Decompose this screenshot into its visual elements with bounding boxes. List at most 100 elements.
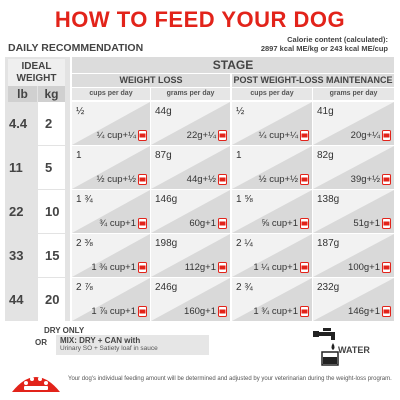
dry-amount: ½: [76, 106, 85, 117]
weight-kg: 5: [45, 160, 53, 175]
dry-only-label: DRY ONLY: [44, 326, 85, 335]
table-row: 11 5 1 ½ cup+½ 87g 44g+½ 1 ½ cup+½ 82g 39g+½: [5, 146, 395, 189]
cell-diagonal: [313, 102, 394, 145]
mix-amount-text: 1 ⅞ cup+1: [91, 306, 136, 317]
mix-title: MIX: DRY + CAN with: [60, 336, 141, 345]
pm-grams-header: grams per day: [313, 88, 394, 100]
can-icon: [218, 306, 227, 317]
mix-amount-text: ½ cup+½: [258, 174, 298, 185]
weight-lb: 4.4: [9, 116, 28, 131]
dry-amount: 146g: [155, 194, 178, 205]
pm-grams-cell: 41g 20g+¼: [313, 102, 394, 145]
wl-grams-cell: 146g 60g+1: [151, 190, 230, 233]
weight-kg: 2: [45, 116, 53, 131]
mix-amount-text: ⅝ cup+1: [261, 218, 298, 229]
mix-amount: 60g+1: [189, 218, 227, 229]
can-icon: [218, 218, 227, 229]
kg-cell: [38, 278, 65, 321]
wl-cups-header: cups per day: [72, 88, 150, 100]
dry-amount: 87g: [155, 150, 172, 161]
weight-lb: 44: [9, 292, 24, 307]
table-row: 4.4 2 ½ ¼ cup+¼ 44g 22g+¼ ½ ¼ cup+¼ 41g 20g+¼: [5, 102, 395, 145]
dry-amount: 198g: [155, 238, 178, 249]
wl-grams-cell: 44g 22g+¼: [151, 102, 230, 145]
weight-lb: 11: [9, 160, 23, 175]
mix-amount-text: 22g+¼: [186, 130, 216, 141]
can-icon: [382, 174, 391, 185]
kg-cell: [38, 146, 65, 189]
mix-amount-text: 1 ¼ cup+1: [253, 262, 298, 273]
cell-diagonal: [72, 234, 150, 277]
mix-amount: 1 ⅜ cup+1: [91, 262, 147, 273]
mix-amount: 1 ¾ cup+1: [253, 306, 309, 317]
page-title: HOW TO FEED YOUR DOG: [54, 7, 346, 32]
mix-amount-text: 146g+1: [348, 306, 380, 317]
pm-grams-cell: 232g 146g+1: [313, 278, 394, 321]
mix-amount-text: 1 ¾ cup+1: [253, 306, 298, 317]
mix-amount-text: ¼ cup+¼: [258, 130, 298, 141]
mix-amount: 146g+1: [348, 306, 391, 317]
cell-diagonal: [232, 146, 312, 189]
dry-amount: 246g: [155, 282, 178, 293]
mix-amount-text: ¼ cup+¼: [96, 130, 136, 141]
mix-amount: 20g+¼: [351, 130, 391, 141]
stage-header: STAGE: [72, 57, 394, 73]
lb-cell: [8, 102, 37, 145]
lb-cell: [8, 278, 37, 321]
dry-amount: 232g: [317, 282, 340, 293]
mix-amount-text: 39g+½: [350, 174, 380, 185]
can-icon: [300, 262, 309, 273]
table-row: 33 15 2 ⅜ 1 ⅜ cup+1 198g 112g+1 2 ¼ 1 ¼ cup+1 18…: [5, 234, 395, 277]
cell-diagonal: [72, 102, 150, 145]
daily-recommendation-label: DAILY RECOMMENDATION: [8, 42, 144, 54]
table-row: 22 10 1 ¾ ¾ cup+1 146g 60g+1 1 ⅝ ⅝ cup+1 138g 51g…: [5, 190, 395, 233]
mix-amount: 160g+1: [184, 306, 227, 317]
mix-amount: 100g+1: [348, 262, 391, 273]
mix-amount-text: 20g+¼: [350, 130, 380, 141]
weight-kg: 20: [45, 292, 60, 307]
cell-diagonal: [72, 278, 150, 321]
cell-diagonal: [313, 146, 394, 189]
can-icon: [382, 306, 391, 317]
can-icon: [138, 218, 147, 229]
can-icon: [382, 218, 391, 229]
pm-grams-cell: 138g 51g+1: [313, 190, 394, 233]
calorie-line-2: 2897 kcal ME/kg or 243 kcal ME/cup: [260, 44, 388, 53]
mix-amount: ¼ cup+¼: [259, 130, 309, 141]
weight-lb: 33: [9, 248, 24, 263]
mix-amount-text: ¾ cup+1: [99, 218, 136, 229]
can-icon: [382, 262, 391, 273]
mix-amount: ⅝ cup+1: [261, 218, 309, 229]
wl-grams-cell: 246g 160g+1: [151, 278, 230, 321]
dry-amount: 2 ⅜: [76, 238, 93, 249]
cell-diagonal: [232, 234, 312, 277]
mix-amount-text: 1 ⅜ cup+1: [91, 262, 136, 273]
ideal-weight-header: IDEAL WEIGHT: [8, 59, 65, 86]
lb-cell: [8, 146, 37, 189]
mix-amount-text: ½ cup+½: [96, 174, 136, 185]
cell-diagonal: [72, 190, 150, 233]
pm-cups-cell: ½ ¼ cup+¼: [232, 102, 312, 145]
mix-box: MIX: DRY + CAN with Urinary SO + Satiety…: [56, 335, 209, 355]
weight-kg: 15: [45, 248, 60, 263]
wl-cups-cell: 1 ½ cup+½: [72, 146, 150, 189]
cell-diagonal: [72, 146, 150, 189]
cell-diagonal: [232, 278, 312, 321]
lb-cell: [8, 190, 37, 233]
can-icon: [218, 262, 227, 273]
royal-canin-logo: [12, 377, 60, 392]
cell-diagonal: [151, 146, 230, 189]
dry-amount: 1: [236, 150, 242, 161]
can-icon: [138, 306, 147, 317]
weight-lb: 22: [9, 204, 24, 219]
wl-cups-cell: 2 ⅜ 1 ⅜ cup+1: [72, 234, 150, 277]
cell-diagonal: [151, 278, 230, 321]
kg-cell: [38, 190, 65, 233]
can-icon: [138, 262, 147, 273]
kg-cell: [38, 102, 65, 145]
pm-cups-cell: 2 ¾ 1 ¾ cup+1: [232, 278, 312, 321]
dry-amount: ½: [236, 106, 245, 117]
mix-amount: ½ cup+½: [259, 174, 309, 185]
can-icon: [300, 130, 309, 141]
dry-amount: 1 ¾: [76, 194, 93, 205]
